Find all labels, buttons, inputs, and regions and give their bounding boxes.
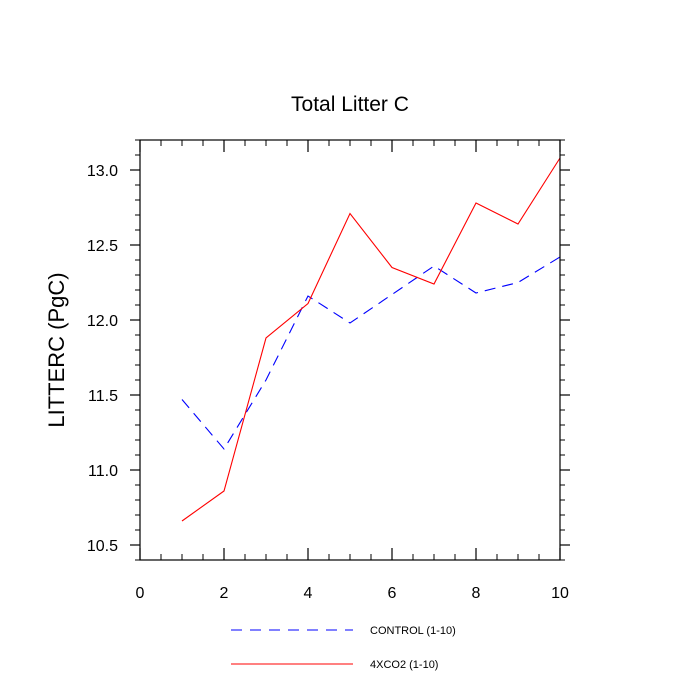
series-line-1 [181, 157, 561, 522]
series-layer [181, 157, 561, 522]
series-line-0 [181, 256, 561, 450]
y-tick-label: 12.0 [87, 313, 118, 330]
y-tick-label: 10.5 [87, 538, 118, 555]
chart-title: Total Litter C [291, 93, 409, 116]
legend: CONTROL (1-10) 4XCO2 (1-10) [231, 625, 456, 671]
x-tick-label: 6 [388, 585, 397, 602]
x-tick-label: 10 [551, 585, 569, 602]
y-tick-label: 11.5 [88, 388, 118, 405]
y-tick-label: 12.5 [87, 238, 118, 255]
y-tick-label: 13.0 [87, 163, 118, 180]
legend-label-0: CONTROL (1-10) [370, 625, 456, 637]
ticks-layer: 0 2 4 6 8 10 10.5 11.0 11.5 12.0 12.5 13.0 [87, 139, 570, 602]
x-tick-label: 4 [304, 585, 313, 602]
x-tick-label: 2 [220, 585, 229, 602]
y-axis-label: LITTERC (PgC) [44, 272, 69, 427]
plot-frame [139, 139, 561, 561]
x-tick-label: 0 [136, 585, 145, 602]
x-tick-label: 8 [472, 585, 481, 602]
y-tick-label: 11.0 [88, 463, 118, 480]
legend-label-1: 4XCO2 (1-10) [370, 659, 438, 671]
